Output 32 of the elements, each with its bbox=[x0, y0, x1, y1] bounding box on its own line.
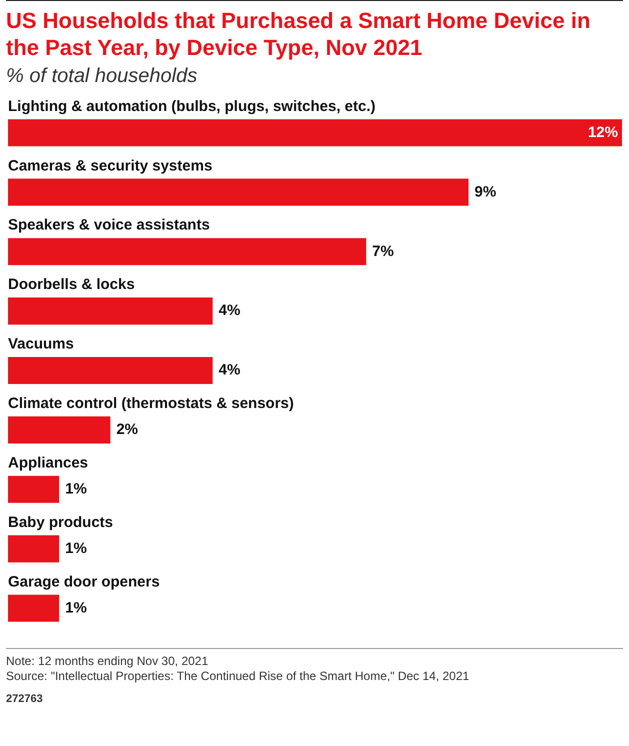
chart-subtitle: % of total households bbox=[6, 65, 198, 88]
data-label: 12% bbox=[588, 124, 618, 141]
data-label: 4% bbox=[218, 362, 240, 379]
y-tick-label: Cameras & security systems bbox=[8, 157, 212, 174]
text: 272763 bbox=[6, 692, 44, 707]
y-tick-label: Climate control (thermostats & sensors) bbox=[8, 395, 294, 412]
bar bbox=[8, 238, 366, 266]
data-label: 4% bbox=[218, 302, 240, 320]
y-tick-label: Lighting & automation (bulbs, plugs, switches, etc.) bbox=[8, 98, 376, 115]
bar bbox=[8, 594, 60, 622]
bar bbox=[8, 476, 60, 503]
data-label: 1% bbox=[65, 480, 87, 498]
bar bbox=[8, 416, 110, 444]
bar bbox=[8, 298, 213, 325]
text: Note: 12 months ending Nov 30, 2021 bbox=[6, 654, 210, 669]
chart-title: US Households that Purchased a Smart Home Device in the Past Year, by Device Type, Nov 2021 bbox=[6, 7, 592, 61]
y-tick-label: Baby products bbox=[8, 514, 114, 531]
bar bbox=[8, 535, 60, 562]
data-label: 9% bbox=[474, 183, 496, 200]
bar bbox=[8, 178, 468, 206]
y-tick-label: Appliances bbox=[8, 454, 88, 472]
data-label: 7% bbox=[372, 242, 394, 260]
data-label: 1% bbox=[65, 540, 87, 557]
y-tick-label: Vacuums bbox=[8, 336, 74, 353]
data-label: 2% bbox=[116, 421, 138, 438]
source-note: Source: "Intellectual Properties: The Continued Rise of the Smart Home," Dec 14, 2021 bbox=[6, 669, 470, 684]
y-tick-label: Speakers & voice assistants bbox=[8, 216, 210, 234]
bar bbox=[8, 119, 622, 146]
bar bbox=[8, 356, 213, 384]
data-label: 1% bbox=[65, 599, 87, 616]
y-tick-label: Doorbells & locks bbox=[8, 276, 135, 294]
y-tick-label: Garage door openers bbox=[8, 573, 160, 590]
